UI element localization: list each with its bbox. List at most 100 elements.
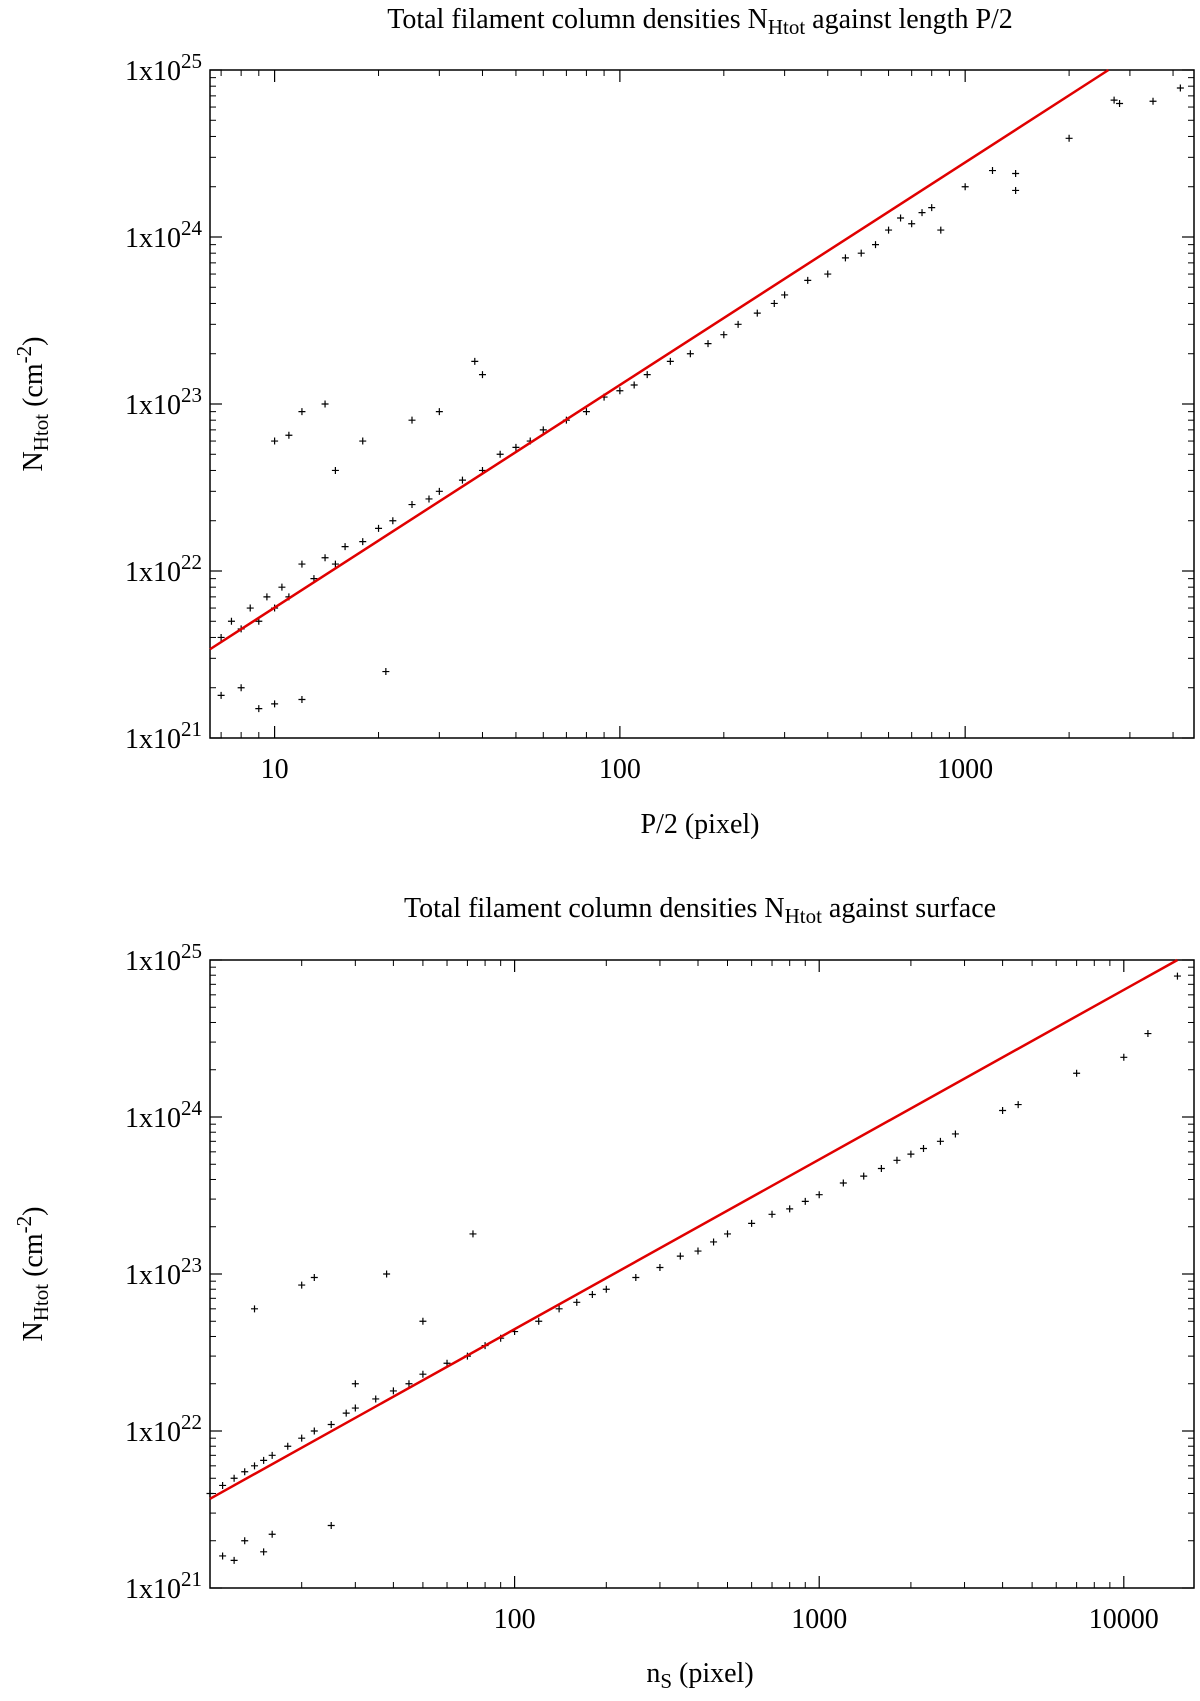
data-point [824, 270, 832, 278]
data-point [327, 1522, 335, 1530]
data-point [263, 593, 271, 601]
data-point [321, 400, 329, 408]
data-point [496, 450, 504, 458]
data-point [458, 476, 466, 484]
data-point [857, 249, 865, 257]
data-point [555, 1305, 563, 1313]
y-tick-label: 1x1025 [125, 49, 202, 87]
data-point [351, 1404, 359, 1412]
data-point [535, 1317, 543, 1325]
data-point [720, 331, 728, 339]
data-point [936, 1137, 944, 1145]
data-point [872, 241, 880, 249]
data-point [877, 1164, 885, 1172]
data-point [908, 220, 916, 228]
data-point [786, 1205, 794, 1213]
data-point [1065, 134, 1073, 142]
data-point [1173, 972, 1181, 980]
data-point [359, 437, 367, 445]
data-point [1110, 96, 1118, 104]
data-point [251, 1462, 259, 1470]
data-point [666, 357, 674, 365]
data-point [298, 1281, 306, 1289]
data-point [841, 254, 849, 262]
data-point [271, 437, 279, 445]
data-point [419, 1317, 427, 1325]
data-point [1012, 186, 1020, 194]
fit-line [209, 958, 1179, 1500]
data-point [241, 1537, 249, 1545]
y-axis-label: NHtot (cm-2) [12, 337, 53, 472]
data-point [246, 604, 254, 612]
data-point [405, 1380, 413, 1388]
data-point [815, 1191, 823, 1199]
y-tick-label: 1x1021 [125, 1567, 202, 1605]
data-point [251, 1305, 259, 1313]
data-point [951, 1130, 959, 1138]
data-point [582, 408, 590, 416]
data-point [1116, 100, 1124, 108]
x-tick-label: 10 [261, 754, 289, 785]
x-axis-label: nS (pixel) [646, 1658, 753, 1693]
data-point [469, 1230, 477, 1238]
y-tick-label: 1x1024 [125, 216, 203, 254]
data-point [260, 1548, 268, 1556]
data-point [860, 1172, 868, 1180]
y-tick-label: 1x1022 [125, 1410, 202, 1448]
data-point [478, 371, 486, 379]
data-point [298, 1434, 306, 1442]
data-point [1014, 1101, 1022, 1109]
data-point [206, 1489, 214, 1497]
data-point [389, 1387, 397, 1395]
data-point [770, 299, 778, 307]
axis-ticks: 1x1021 1x1022 1x1023 1x1024 1x1025 100 1000 100… [125, 939, 1194, 1635]
data-point [375, 524, 383, 532]
data-point [989, 167, 997, 175]
data-point [907, 1150, 915, 1158]
data-point [1073, 1069, 1081, 1077]
data-point [435, 408, 443, 416]
data-point [435, 487, 443, 495]
data-point [331, 560, 339, 568]
data-point [781, 291, 789, 299]
data-point [656, 1264, 664, 1271]
data-point [918, 209, 926, 217]
data-point [512, 443, 520, 451]
data-point [217, 633, 225, 641]
data-point [893, 1156, 901, 1164]
data-point [616, 387, 624, 395]
data-point [748, 1219, 756, 1227]
data-point [217, 691, 225, 699]
y-axis-label: NHtot (cm-2) [12, 1207, 53, 1342]
y-tick-label: 1x1025 [125, 939, 202, 977]
data-point [298, 408, 306, 416]
data-point [219, 1481, 227, 1489]
data-point [632, 1274, 640, 1281]
data-point [327, 1421, 335, 1428]
data-point [804, 276, 812, 284]
data-point [351, 1380, 359, 1388]
data-point [227, 617, 235, 625]
x-tick-label: 10000 [1089, 1604, 1159, 1635]
data-point [937, 226, 945, 234]
data-point [310, 1427, 318, 1435]
data-point [1176, 84, 1184, 92]
data-point [241, 1468, 249, 1476]
data-point [768, 1210, 776, 1218]
data-point [588, 1291, 596, 1299]
x-tick-label: 100 [599, 754, 641, 785]
data-point [268, 1451, 276, 1459]
data-point [359, 538, 367, 546]
data-point [237, 684, 245, 692]
data-point [341, 543, 349, 551]
data-point [230, 1474, 238, 1482]
y-tick-label: 1x1024 [125, 1096, 203, 1134]
data-point [1120, 1053, 1128, 1061]
data-point [630, 381, 638, 389]
x-tick-label: 100 [494, 1604, 536, 1635]
data-point [734, 320, 742, 328]
chart-length: Total filament column densities NHtot ag… [12, 4, 1195, 840]
data-point [897, 214, 905, 222]
fit-line [209, 68, 1110, 651]
